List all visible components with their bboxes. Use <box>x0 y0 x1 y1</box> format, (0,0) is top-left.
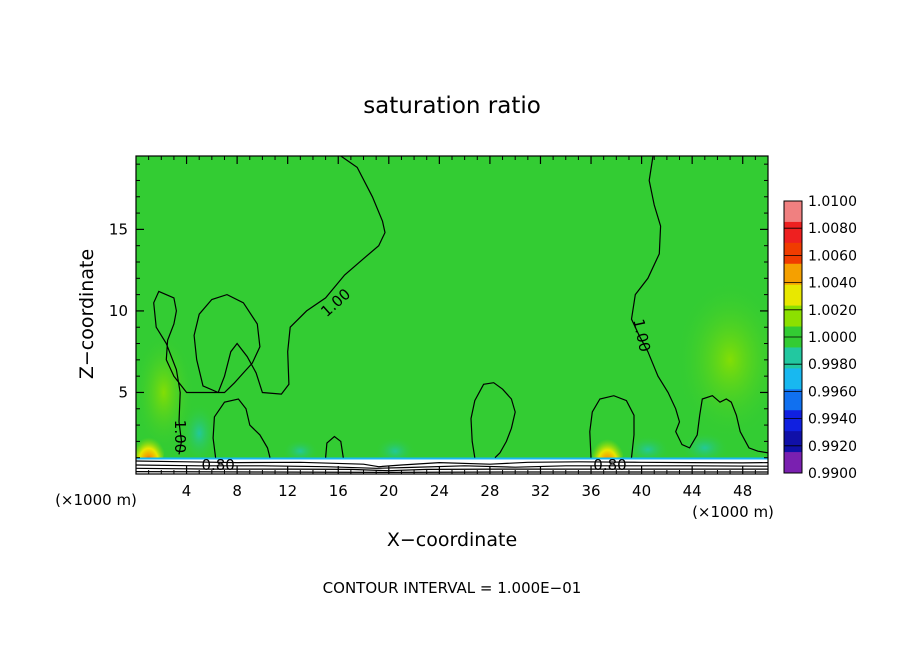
contour-line-1 <box>212 398 271 458</box>
plot-area: 1.001.001.000.80 0.80 <box>136 156 768 474</box>
colorbar-swatch <box>784 305 802 328</box>
x-tick-label: 28 <box>480 482 499 500</box>
colorbar-label: 0.9960 <box>808 384 857 400</box>
colorbar-swatch <box>784 452 802 474</box>
colorbar-label: 1.0000 <box>808 330 857 346</box>
colorbar-label: 0.9920 <box>808 439 857 455</box>
y-tick-label: 5 <box>118 383 128 401</box>
colorbar-swatch <box>784 347 802 369</box>
contour-line-1 <box>470 382 516 459</box>
y-axis-label: Z−coordinate <box>76 249 98 379</box>
colorbar-swatch <box>784 431 802 453</box>
x-tick-label: 4 <box>182 482 192 500</box>
cool-patch <box>680 431 729 464</box>
x-tick-label: 16 <box>329 482 348 500</box>
x-axis-ticks: 4 8 12 16 20 24 28 32 36 40 44 48 <box>148 156 756 500</box>
x-tick-label: 8 <box>232 482 242 500</box>
contour-line-0.6 <box>136 467 768 472</box>
colorbar-label: 1.0020 <box>808 303 857 319</box>
chart-title: saturation ratio <box>363 93 541 119</box>
colorbar-swatch <box>784 410 802 432</box>
colorbar-swatch <box>784 263 802 286</box>
contour-label: 0.80 <box>201 456 234 474</box>
colorbar-swatch <box>784 284 802 307</box>
colorbar-label: 1.0040 <box>808 276 857 292</box>
light-patch-right <box>675 279 768 440</box>
contour-interval-note: CONTOUR INTERVAL = 1.000E−01 <box>323 579 582 597</box>
colorbar-swatch <box>784 242 802 265</box>
colorbar-swatch <box>784 389 802 411</box>
contour-line-0.7 <box>136 464 768 469</box>
cool-patch <box>282 439 319 464</box>
x-axis-label: X−coordinate <box>387 529 517 551</box>
x-tick-label: 12 <box>278 482 297 500</box>
colorbar-label: 0.9900 <box>808 466 857 482</box>
colorbar-label: 1.0100 <box>808 194 857 210</box>
y-axis-ticks: 5 10 15 <box>109 163 768 459</box>
x-tick-label: 20 <box>379 482 398 500</box>
field-background <box>136 156 768 474</box>
x-tick-label: 36 <box>581 482 600 500</box>
x-unit-right: (×1000 m) <box>692 503 774 521</box>
x-tick-label: 32 <box>531 482 550 500</box>
contour-line-1 <box>589 395 635 458</box>
y-tick-label: 15 <box>109 220 128 238</box>
colorbar-label: 1.0060 <box>808 248 857 264</box>
x-tick-label: 40 <box>632 482 651 500</box>
colorbar-label: 1.0080 <box>808 221 857 237</box>
contour-line-1 <box>630 156 768 454</box>
colorbar-label: 0.9940 <box>808 412 857 428</box>
colorbar-swatch <box>784 221 802 244</box>
cool-patch <box>625 435 670 464</box>
colorbar-swatch <box>784 201 802 223</box>
colorbar-label: 0.9980 <box>808 357 857 373</box>
x-unit-left: (×1000 m) <box>55 491 137 509</box>
y-tick-label: 10 <box>109 302 128 320</box>
contour-line-0.8 <box>136 460 768 468</box>
colorbar: 1.0100 1.0080 1.0060 1.0040 1.0020 1.0000 0.99… <box>783 194 857 482</box>
contour-label: 1.00 <box>171 420 189 453</box>
x-tick-label: 44 <box>683 482 702 500</box>
colorbar-swatch <box>784 368 802 390</box>
contour-lines <box>136 156 768 474</box>
contour-line-1 <box>325 435 344 458</box>
cool-patch <box>181 403 218 464</box>
x-tick-label: 24 <box>430 482 449 500</box>
contour-line-1 <box>153 156 386 455</box>
field-shading <box>136 279 768 474</box>
contour-label: 0.80 <box>593 456 626 474</box>
x-tick-label: 48 <box>733 482 752 500</box>
